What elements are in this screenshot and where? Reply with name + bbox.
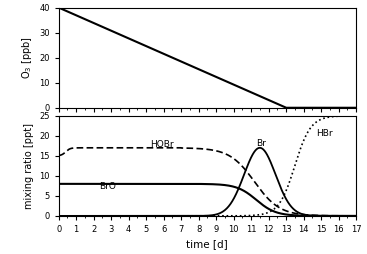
Text: BrO: BrO (99, 182, 116, 191)
Text: HBr: HBr (316, 129, 333, 138)
Text: Br: Br (256, 139, 266, 148)
X-axis label: time [d]: time [d] (186, 240, 228, 249)
Y-axis label: O$_3$ [ppb]: O$_3$ [ppb] (19, 36, 33, 79)
Text: HOBr: HOBr (150, 140, 173, 149)
Y-axis label: mixing ratio [ppt]: mixing ratio [ppt] (23, 123, 34, 209)
